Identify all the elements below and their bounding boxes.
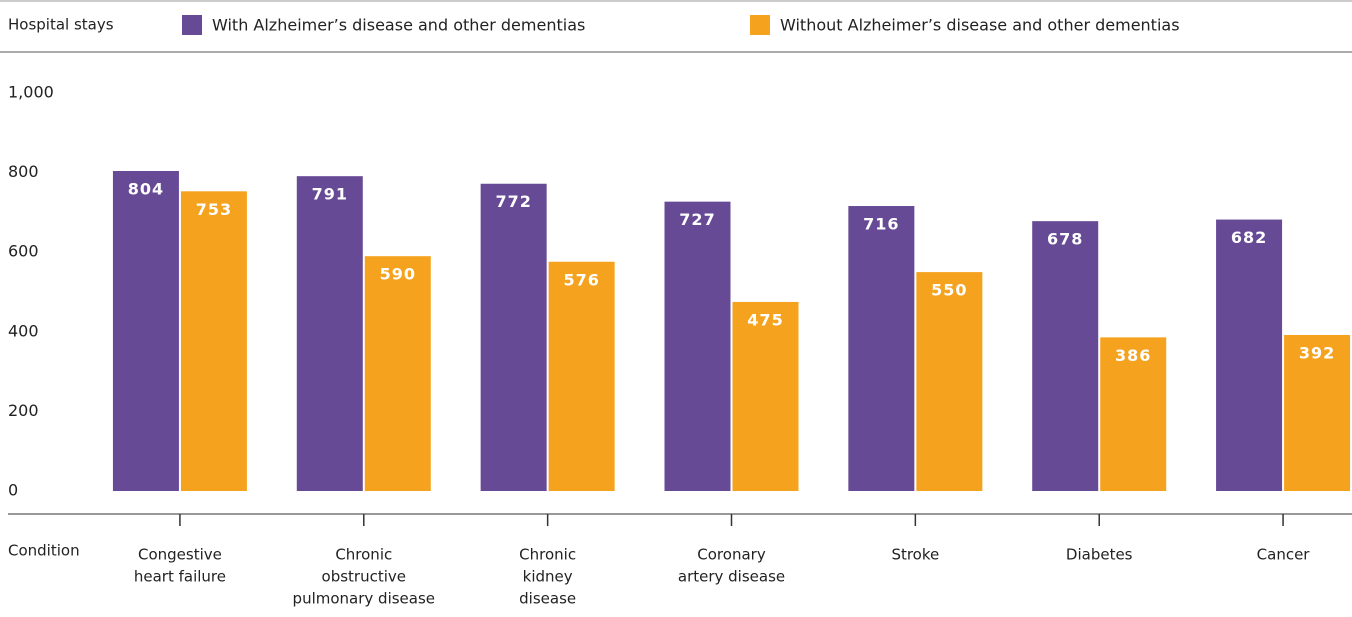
x-tick-label: Congestive bbox=[138, 546, 222, 564]
value-label: 550 bbox=[931, 281, 967, 300]
bar bbox=[112, 171, 179, 491]
legend-label: Without Alzheimer’s disease and other de… bbox=[780, 16, 1180, 35]
x-tick-label: Stroke bbox=[891, 546, 939, 564]
bar bbox=[1216, 219, 1283, 491]
bar bbox=[548, 261, 615, 491]
value-label: 727 bbox=[679, 210, 715, 229]
value-label: 590 bbox=[380, 265, 416, 284]
value-label: 682 bbox=[1231, 228, 1267, 247]
value-label: 716 bbox=[863, 215, 899, 234]
legend-label: With Alzheimer’s disease and other demen… bbox=[212, 16, 585, 35]
bar bbox=[364, 256, 431, 491]
y-tick-label: 800 bbox=[8, 162, 39, 181]
chart-title: Hospital stays bbox=[8, 16, 114, 34]
x-tick-label: Cancer bbox=[1257, 546, 1311, 564]
value-label: 392 bbox=[1299, 343, 1335, 362]
bar bbox=[732, 301, 799, 491]
bar bbox=[916, 272, 983, 491]
x-tick-label: Chronic bbox=[335, 546, 392, 564]
y-tick-label: 1,000 bbox=[8, 83, 54, 102]
value-label: 753 bbox=[196, 200, 232, 219]
x-tick-label: disease bbox=[519, 590, 576, 608]
y-tick-label: 200 bbox=[8, 401, 39, 420]
bar bbox=[664, 201, 731, 492]
bar bbox=[296, 176, 363, 491]
value-label: 576 bbox=[563, 270, 599, 289]
value-label: 386 bbox=[1115, 346, 1151, 365]
legend-swatch bbox=[750, 15, 770, 35]
bar bbox=[1100, 337, 1167, 491]
x-tick-label: Coronary bbox=[697, 546, 766, 564]
x-tick-label: artery disease bbox=[678, 568, 785, 586]
value-label: 791 bbox=[312, 185, 348, 204]
x-tick-label: pulmonary disease bbox=[293, 590, 435, 608]
value-label: 678 bbox=[1047, 230, 1083, 249]
bar bbox=[1032, 221, 1099, 491]
x-axis-label: Condition bbox=[8, 542, 80, 560]
x-tick-label: kidney bbox=[523, 568, 573, 586]
x-tick-label: heart failure bbox=[134, 568, 226, 586]
value-label: 772 bbox=[495, 192, 531, 211]
bar bbox=[480, 183, 547, 491]
x-tick-label: Diabetes bbox=[1066, 546, 1133, 564]
y-tick-label: 600 bbox=[8, 242, 39, 261]
y-tick-label: 400 bbox=[8, 321, 39, 340]
value-label: 475 bbox=[747, 310, 783, 329]
legend-swatch bbox=[182, 15, 202, 35]
x-tick-label: Chronic bbox=[519, 546, 576, 564]
x-tick-label: obstructive bbox=[322, 568, 406, 586]
bar bbox=[848, 206, 915, 492]
bar bbox=[180, 191, 247, 491]
value-label: 804 bbox=[128, 180, 164, 199]
bar bbox=[1284, 334, 1351, 491]
y-tick-label: 0 bbox=[8, 481, 18, 500]
